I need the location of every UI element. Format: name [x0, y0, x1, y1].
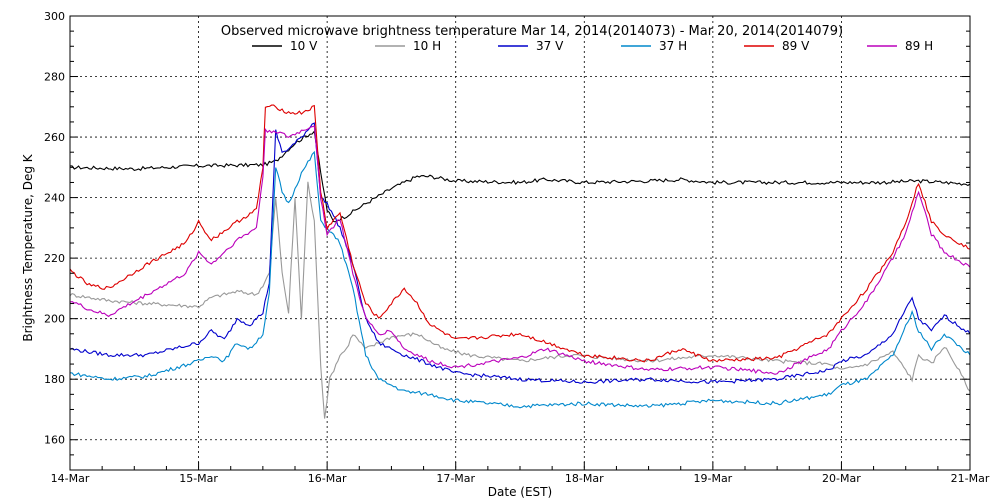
x-tick-label: 21-Mar: [951, 472, 990, 485]
legend-label: 10 H: [413, 39, 441, 53]
legend: 10 V 10 H 37 V 37 H 89 V 89 H: [252, 39, 933, 53]
series-line-89-h: [69, 125, 971, 375]
x-tick-label: 16-Mar: [308, 472, 347, 485]
series-lines: [69, 104, 971, 419]
grid: [70, 16, 970, 470]
series-line-10-h: [69, 181, 971, 419]
axis-ticks: 14-Mar 15-Mar 16-Mar 17-Mar 18-Mar 19-Mar 20-M…: [44, 10, 990, 485]
y-tick-label: 260: [44, 131, 65, 144]
x-tick-label: 15-Mar: [179, 472, 218, 485]
x-tick-label: 20-Mar: [822, 472, 861, 485]
series-line-37-h: [69, 150, 971, 409]
series-line-37-v: [69, 122, 971, 385]
y-tick-label: 200: [44, 313, 65, 326]
legend-label: 10 V: [290, 39, 318, 53]
legend-label: 89 V: [782, 39, 810, 53]
plot-frame: [69, 15, 971, 471]
x-axis-label: Date (EST): [488, 485, 552, 499]
y-tick-label: 180: [44, 373, 65, 386]
x-tick-label: 17-Mar: [436, 472, 475, 485]
x-tick-label: 18-Mar: [565, 472, 604, 485]
chart-title: Observed microwave brightness temperatur…: [221, 24, 843, 39]
y-tick-label: 160: [44, 434, 65, 447]
legend-label: 37 H: [659, 39, 687, 53]
series-line-89-v: [69, 104, 971, 363]
legend-label: 37 V: [536, 39, 564, 53]
y-tick-label: 240: [44, 192, 65, 205]
y-tick-label: 220: [44, 252, 65, 265]
x-tick-label: 14-Mar: [51, 472, 90, 485]
y-axis-label: Brightness Temperature, Deg K: [21, 153, 35, 341]
series-line-10-v: [70, 129, 971, 223]
x-tick-label: 19-Mar: [693, 472, 732, 485]
y-tick-label: 280: [44, 71, 65, 84]
legend-label: 89 H: [905, 39, 933, 53]
y-tick-label: 300: [44, 10, 65, 23]
